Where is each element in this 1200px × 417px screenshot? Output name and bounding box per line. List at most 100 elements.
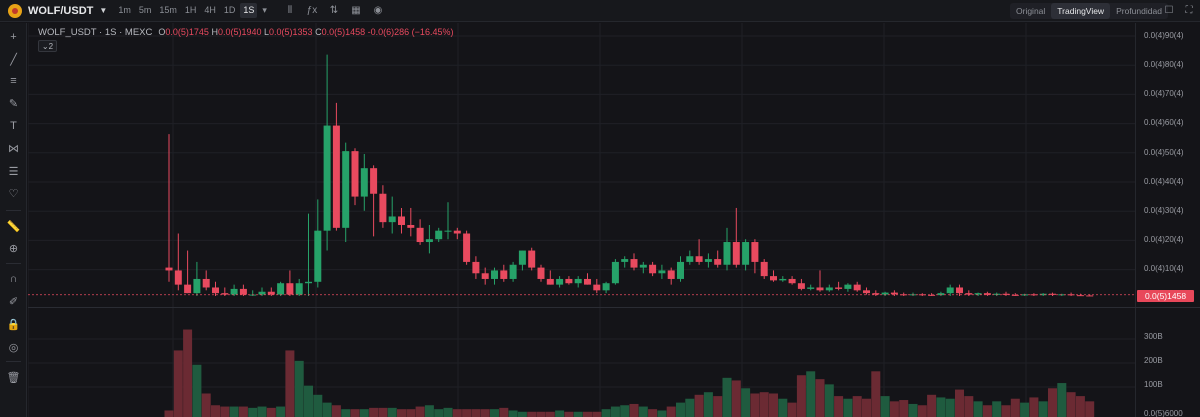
candle-type-icon[interactable]: ⫴	[287, 5, 293, 16]
view-switch: Original TradingView Profundidad	[1010, 3, 1168, 19]
candle-body	[388, 216, 396, 223]
candle-body	[202, 278, 210, 288]
candle-body	[621, 259, 629, 262]
volume-bar	[824, 384, 834, 417]
volume-bar	[462, 409, 472, 417]
timeframe-1m[interactable]: 1m	[118, 5, 131, 15]
brush-icon[interactable]: ✎	[8, 97, 19, 110]
timeframe-15m[interactable]: 15m	[159, 5, 177, 15]
volume-bar	[341, 409, 351, 417]
volume-bar	[899, 400, 909, 417]
price-axis[interactable]: 0.0(4)90(4) 0.0(4)80(4) 0.0(4)70(4) 0.0(…	[1135, 23, 1200, 417]
volume-bar	[620, 405, 630, 417]
volume-bar	[517, 411, 527, 417]
price-tick: 0.0(4)50(4)	[1144, 148, 1184, 157]
compare-icon[interactable]: ⇅	[329, 5, 339, 16]
candle-body	[314, 230, 322, 282]
view-tradingview[interactable]: TradingView	[1051, 3, 1111, 19]
candle-body	[425, 239, 433, 243]
volume-bar	[815, 379, 825, 417]
layout-icon[interactable]: ▦	[351, 5, 361, 16]
volume-bar	[889, 401, 899, 417]
candle-body	[788, 278, 796, 284]
timeframe-1s[interactable]: 1S	[240, 3, 258, 18]
chart-tools: ⫴ ƒx ⇅ ▦ ◉	[280, 3, 388, 19]
settings-icon[interactable]: ☐	[1164, 4, 1174, 16]
candle-body	[584, 278, 591, 285]
candle-body	[1067, 294, 1075, 296]
candle-body	[416, 227, 424, 243]
timeframe-1d[interactable]: 1D	[223, 5, 236, 15]
text-icon[interactable]: T	[10, 120, 17, 132]
view-original[interactable]: Original	[1016, 6, 1046, 16]
eye-icon[interactable]: ◎	[8, 341, 19, 354]
price-tick: 0.0(4)70(4)	[1144, 89, 1184, 98]
volume-bar	[573, 411, 583, 417]
stay-drawing-icon[interactable]: ✐	[8, 295, 19, 308]
volume-bar	[369, 407, 379, 417]
volume-bar	[238, 406, 248, 417]
view-depth[interactable]: Profundidad	[1116, 6, 1162, 16]
chevron-down-icon[interactable]: ▼	[99, 6, 108, 15]
candle-body	[900, 294, 908, 296]
ruler-icon[interactable]: 📏	[6, 220, 21, 233]
price-tick: 0.0(4)10(4)	[1144, 264, 1184, 273]
candle-body	[472, 261, 480, 274]
candle-body	[230, 288, 238, 295]
volume-bar	[973, 401, 983, 417]
candle-body	[695, 256, 703, 262]
volume-bar	[490, 409, 499, 417]
candle-body	[797, 283, 805, 289]
volume-bar	[1075, 396, 1085, 417]
indicators-icon[interactable]: ƒx	[306, 5, 318, 16]
timeframe-1h[interactable]: 1H	[184, 5, 197, 15]
candle-body	[342, 151, 350, 228]
candle-body	[658, 270, 666, 274]
indicator-toggle[interactable]: ⌄ 2	[38, 40, 57, 52]
volume-bar	[852, 396, 862, 417]
fullscreen-icon[interactable]: ⛶	[1185, 4, 1193, 16]
heart-icon[interactable]: ♡	[8, 187, 19, 200]
candlestick-chart[interactable]	[28, 23, 1135, 417]
timeframe-5m[interactable]: 5m	[138, 5, 152, 15]
timeframe-dropdown-icon[interactable]: ▾	[262, 5, 267, 15]
volume-bar	[741, 388, 751, 417]
candle-body	[332, 125, 340, 228]
volume-bar	[378, 407, 388, 417]
candle-body	[463, 233, 471, 262]
magnet-icon[interactable]: ∩	[9, 273, 18, 285]
symbol-label: WOLF_USDT · 1S · MEXC	[38, 27, 153, 38]
candle-body	[770, 276, 777, 281]
timeframe-selector: 1m 5m 15m 1H 4H 1D 1S ▾	[115, 3, 270, 18]
candle-body	[1086, 295, 1094, 297]
volume-bar	[871, 371, 881, 417]
pattern-icon[interactable]: ⋈	[8, 142, 19, 155]
candle-body	[565, 278, 573, 284]
volume-bar	[406, 409, 416, 417]
volume-bar	[731, 380, 741, 417]
pair-selector[interactable]: WOLF/USDT	[28, 4, 94, 17]
trend-line-icon[interactable]: ╱	[10, 53, 17, 66]
horizontal-lines-icon[interactable]: ≡	[10, 75, 17, 87]
candle-body	[965, 293, 973, 295]
zoom-icon[interactable]: ⊕	[8, 242, 19, 255]
volume-bar	[880, 396, 890, 417]
volume-bar	[276, 406, 286, 417]
lock-icon[interactable]: 🔒	[6, 318, 21, 331]
volume-bar	[955, 389, 964, 417]
volume-bar	[1085, 401, 1095, 417]
timeframe-4h[interactable]: 4H	[204, 5, 216, 15]
candle-body	[630, 259, 638, 268]
candle-body	[937, 293, 945, 296]
candle-body	[370, 168, 378, 194]
candle-body	[602, 283, 610, 291]
camera-icon[interactable]: ◉	[373, 5, 383, 16]
candle-body	[639, 264, 647, 268]
candle-body	[742, 242, 750, 265]
fib-icon[interactable]: ☰	[8, 165, 19, 178]
pane-separator[interactable]	[28, 307, 1200, 308]
crosshair-icon[interactable]: +	[10, 31, 17, 43]
volume-bar	[982, 405, 992, 417]
candle-body	[379, 193, 387, 223]
trash-icon[interactable]: 🗑	[6, 371, 21, 384]
